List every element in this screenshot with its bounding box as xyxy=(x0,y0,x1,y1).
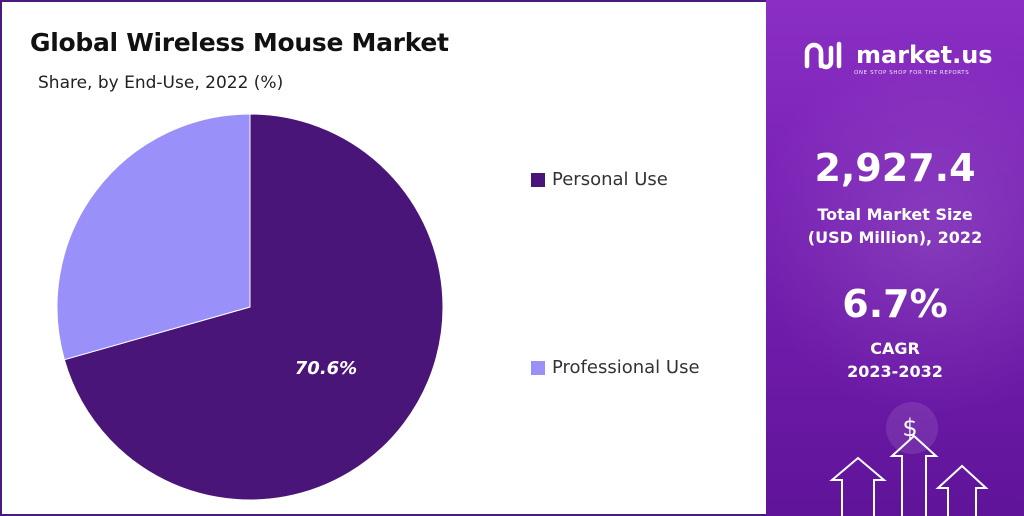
pie-slice-professional-use xyxy=(56,113,251,361)
coin-circle-icon xyxy=(886,402,938,454)
arrow-up-right-icon xyxy=(935,464,989,516)
legend-item-professional-use: Professional Use xyxy=(531,357,700,378)
arrow-up-left-icon xyxy=(829,456,887,516)
legend-swatch-professional-use xyxy=(531,360,545,375)
legend-label-personal-use: Personal Use xyxy=(552,169,668,190)
market-size-label-line2: (USD Million), 2022 xyxy=(807,228,983,247)
legend-label-professional-use: Professional Use xyxy=(552,357,700,378)
summary-panel: market.us ONE STOP SHOP FOR THE REPORTS … xyxy=(766,0,1024,516)
market-size-value: 2,927.4 xyxy=(814,146,976,190)
chart-panel: Global Wireless Mouse Market Share, by E… xyxy=(0,0,768,516)
pie-slice-personal-use xyxy=(63,113,444,501)
market-size-label-line1: Total Market Size xyxy=(817,205,973,224)
brand-logo: market.us xyxy=(804,40,993,70)
brand-name: market.us xyxy=(856,41,993,69)
chart-subtitle: Share, by End-Use, 2022 (%) xyxy=(38,73,284,93)
cagr-value: 6.7% xyxy=(842,282,948,326)
cagr-period: 2023-2032 xyxy=(847,362,943,381)
data-label-personal-use: 70.6% xyxy=(295,358,357,379)
pie-chart: 70.6% xyxy=(56,113,444,501)
legend-swatch-personal-use xyxy=(531,172,545,187)
legend-item-personal-use: Personal Use xyxy=(531,169,668,190)
cagr-label: CAGR xyxy=(870,339,920,358)
arrow-up-middle-icon xyxy=(889,434,939,516)
market-us-logo-icon xyxy=(804,41,842,70)
brand-tagline: ONE STOP SHOP FOR THE REPORTS xyxy=(854,70,970,76)
growth-arrows-icon: $ xyxy=(829,402,989,516)
chart-title: Global Wireless Mouse Market xyxy=(30,28,449,57)
